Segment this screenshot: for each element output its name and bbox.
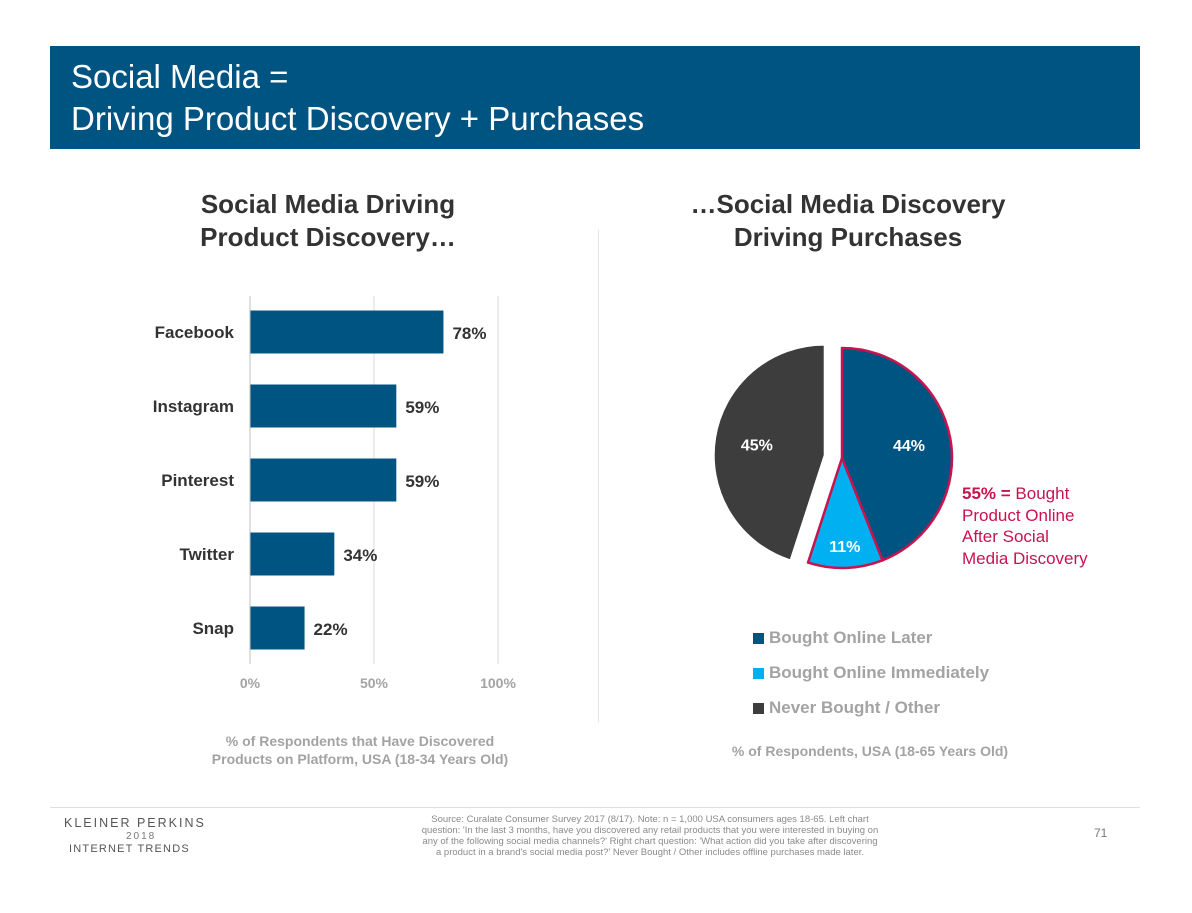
callout-text-1: Bought [1015, 484, 1070, 503]
brand-line1: KLEINER PERKINS [64, 816, 206, 830]
bar-value-label: 78% [452, 324, 486, 343]
legend-item-immediately: Bought Online Immediately [753, 662, 989, 684]
legend-swatch-never [753, 702, 764, 714]
pie-slice-bought-online-later [840, 346, 954, 562]
purchase-callout: 55% = Bought Product Online After Social… [962, 483, 1088, 569]
bar-chart-caption: % of Respondents that Have Discovered Pr… [180, 732, 540, 768]
right-chart-title-line1: …Social Media Discovery [690, 189, 1006, 219]
source-line1: Source: Curalate Consumer Survey 2017 (8… [431, 814, 869, 825]
column-divider [598, 230, 599, 722]
legend-label-later: Bought Online Later [769, 628, 933, 647]
callout-bold: 55% = [962, 484, 1011, 503]
bar-chart-caption-line1: % of Respondents that Have Discovered [225, 733, 495, 749]
legend-swatch-immediately [753, 667, 764, 679]
footer-divider [50, 807, 1140, 808]
pie-value-label: 44% [893, 438, 925, 455]
right-chart-title: …Social Media Discovery Driving Purchase… [648, 188, 1048, 254]
legend-item-later: Bought Online Later [753, 627, 932, 649]
category-label: Facebook [155, 323, 235, 342]
category-label: Pinterest [161, 471, 234, 490]
legend-swatch-later [753, 632, 764, 644]
right-chart-title-line2: Driving Purchases [733, 222, 963, 252]
legend-label-immediately: Bought Online Immediately [769, 663, 990, 682]
x-tick-label: 50% [360, 675, 389, 691]
bar-value-label: 34% [343, 546, 377, 565]
left-chart-title-line1: Social Media Driving [200, 189, 456, 219]
pie-chart-caption: % of Respondents, USA (18-65 Years Old) [731, 743, 1009, 759]
bar-value-label: 22% [314, 620, 348, 639]
source-note: Source: Curalate Consumer Survey 2017 (8… [360, 814, 940, 858]
brand-line3: INTERNET TRENDS [69, 843, 190, 855]
category-label: Snap [192, 619, 234, 638]
bar-chart: 0% 50% 100% Facebook 78% Instagram 59% Pinteres… [153, 296, 516, 691]
legend-item-never: Never Bought / Other [753, 697, 940, 719]
callout-text-4: Media Discovery [962, 548, 1088, 568]
callout-text-2: Product Online [962, 505, 1075, 525]
page-number: 71 [1094, 826, 1108, 840]
category-label: Instagram [153, 397, 234, 416]
left-chart-title-line2: Product Discovery… [200, 222, 456, 252]
bar-facebook [250, 310, 444, 354]
source-line2: question: 'In the last 3 months, have yo… [421, 825, 879, 836]
pie-value-label: 45% [741, 438, 773, 455]
pie-slice-never-bought-other [713, 344, 825, 561]
title-banner [50, 46, 1140, 149]
brand-line2: 2018 [126, 831, 157, 842]
bar-twitter [250, 532, 335, 576]
bar-chart-caption-line2: Products on Platform, USA (18-34 Years O… [211, 751, 509, 767]
source-line3: any of the following social media channe… [422, 836, 878, 847]
slide-title-line1: Social Media = [71, 58, 289, 95]
source-line4: a product in a brand's social media post… [435, 847, 865, 858]
pie-chart: 44% 11% 45% [713, 344, 954, 570]
bar-value-label: 59% [405, 398, 439, 417]
bar-value-label: 59% [405, 472, 439, 491]
bar-instagram [250, 384, 397, 428]
category-label: Twitter [180, 545, 235, 564]
callout-text-3: After Social [962, 527, 1049, 546]
bar-snap [250, 606, 305, 650]
pie-value-label: 11% [829, 539, 860, 556]
left-chart-title: Social Media Driving Product Discovery… [150, 188, 506, 254]
slide-title-line2: Driving Product Discovery + Purchases [71, 100, 645, 137]
pie-slice-bought-online-immediately [806, 456, 884, 570]
x-tick-label: 100% [480, 675, 516, 691]
legend-label-never: Never Bought / Other [769, 698, 940, 717]
x-tick-label: 0% [240, 675, 261, 691]
bar-pinterest [250, 458, 397, 502]
